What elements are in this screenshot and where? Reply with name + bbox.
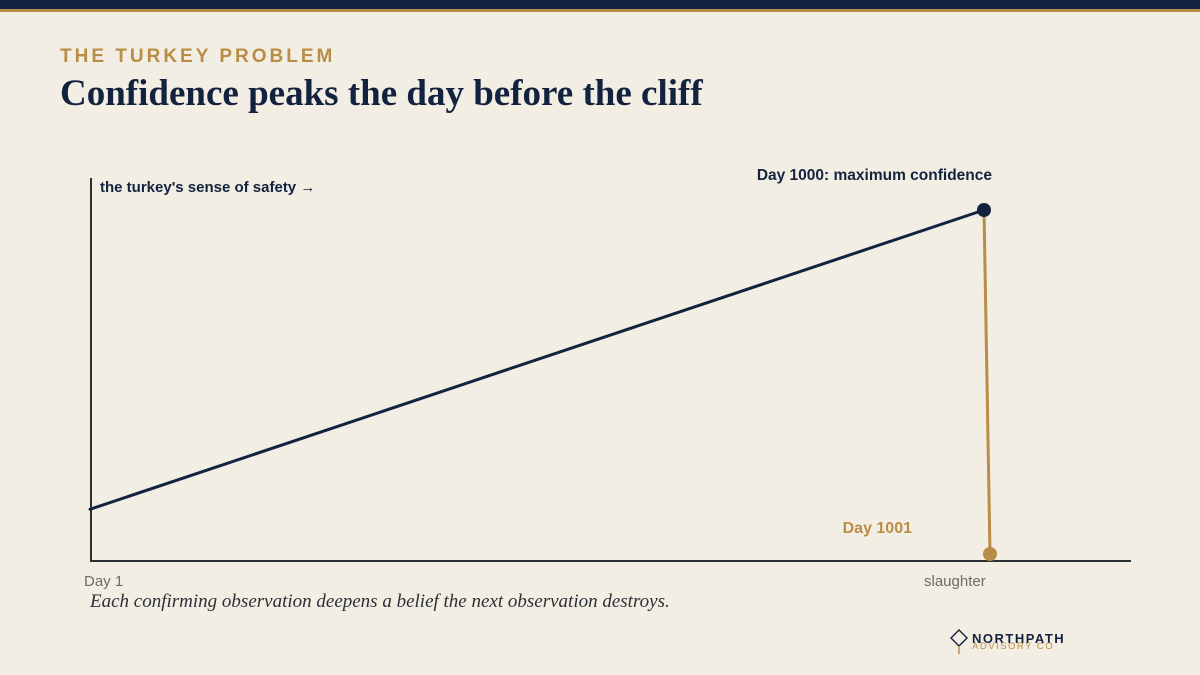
annotation-drop: Day 1001 (843, 520, 912, 537)
compass-diamond-icon (950, 629, 968, 654)
y-axis-label: the turkey's sense of safety → (100, 179, 315, 196)
x-tick-label-start: Day 1 (84, 573, 123, 590)
chart-caption: Each confirming observation deepens a be… (90, 591, 670, 612)
peak-point-marker (977, 203, 991, 217)
slide-title: Confidence peaks the day before the clif… (60, 73, 703, 114)
brand-name: NORTHPATH (972, 631, 1066, 646)
x-tick-label-end: slaughter (924, 573, 986, 590)
eyebrow-label: THE TURKEY PROBLEM (60, 46, 336, 67)
top-accent-bar (0, 0, 1200, 9)
series-line-rise (88, 208, 986, 511)
brand-tagline: ADVISORY CO (972, 641, 1055, 652)
drop-point-marker (983, 547, 997, 561)
series-line-drop (982, 208, 992, 556)
annotation-peak: Day 1000: maximum confidence (757, 167, 993, 184)
top-accent-stripe (0, 9, 1200, 12)
